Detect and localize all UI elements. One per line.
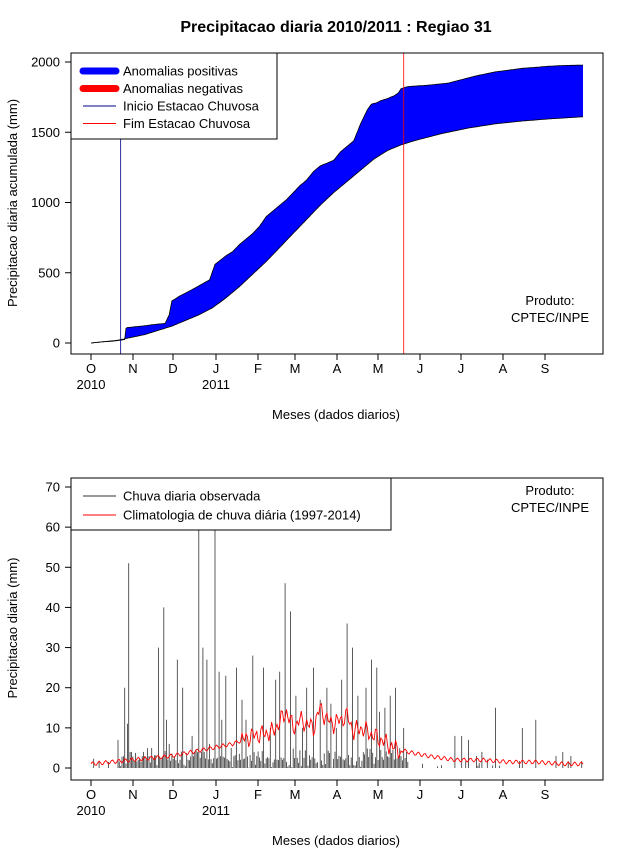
top-xtick-label: M	[290, 361, 301, 376]
bottom-y-axis: 0 10 20 30 40 50 60 70	[46, 480, 71, 776]
bottom-ytick-label: 60	[46, 520, 60, 535]
bottom-ytick-label: 50	[46, 560, 60, 575]
cumulative-anomaly-area	[91, 65, 583, 343]
bottom-xtick-label: M	[290, 787, 301, 802]
top-legend-label: Inicio Estacao Chuvosa	[123, 99, 260, 114]
bottom-xtick-label: S	[541, 787, 550, 802]
bottom-ytick-label: 10	[46, 720, 60, 735]
top-x-axis: O N D J F M A M J J A S 2010 2011	[77, 354, 550, 392]
top-xtick-label: A	[333, 361, 342, 376]
bottom-product-org: CPTEC/INPE	[511, 500, 589, 515]
top-ytick-label: 2000	[31, 55, 60, 70]
top-x-axis-label: Meses (dados diarios)	[272, 407, 400, 422]
top-ytick-label: 1500	[31, 125, 60, 140]
bottom-ytick-label: 20	[46, 680, 60, 695]
bottom-ytick-label: 70	[46, 480, 60, 495]
top-xtick-label: A	[499, 361, 508, 376]
top-xtick-label: F	[254, 361, 262, 376]
bottom-ytick-label: 40	[46, 600, 60, 615]
cumulative-lines	[90, 64, 584, 344]
bottom-x-axis: O N D J F M A M J J A S 2010 2011	[77, 780, 550, 818]
daily-rain-bars	[93, 527, 583, 768]
top-ytick-label: 1000	[31, 195, 60, 210]
top-ytick-label: 500	[38, 265, 60, 280]
bottom-legend-label: Climatologia de chuva diária (1997-2014)	[123, 508, 361, 523]
bottom-xtick-label: N	[128, 787, 137, 802]
bottom-xtick-label: O	[86, 787, 96, 802]
bottom-product-label: Produto:	[525, 483, 574, 498]
climatology-cumulative-line	[90, 116, 584, 344]
top-legend-label: Anomalias negativas	[123, 81, 243, 96]
top-xtick-label: S	[541, 361, 550, 376]
bottom-legend-label: Chuva diaria observada	[123, 489, 261, 504]
top-year-label: 2010	[77, 377, 106, 392]
bottom-xtick-label: J	[417, 787, 424, 802]
bottom-xtick-label: J	[213, 787, 220, 802]
bottom-xtick-label: J	[458, 787, 465, 802]
bottom-ytick-label: 30	[46, 640, 60, 655]
top-year-label: 2011	[202, 377, 230, 392]
chart-title: Precipitacao diaria 2010/2011 : Regiao 3…	[180, 19, 491, 36]
bottom-xtick-label: A	[499, 787, 508, 802]
bottom-xtick-label: A	[333, 787, 342, 802]
top-product-label: Produto:	[525, 293, 574, 308]
top-legend-label: Fim Estacao Chuvosa	[123, 116, 251, 131]
bottom-year-label: 2011	[202, 803, 230, 818]
observed-cumulative-line	[90, 64, 583, 344]
top-legend: Anomalias positivas Anomalias negativas In…	[70, 52, 278, 140]
climatology-line	[90, 702, 584, 767]
top-xtick-label: D	[168, 361, 177, 376]
bottom-x-axis-label: Meses (dados diarios)	[272, 833, 400, 848]
bottom-legend: Chuva diaria observada Climatologia de ch…	[70, 477, 392, 531]
bottom-xtick-label: M	[373, 787, 384, 802]
top-xtick-label: J	[213, 361, 220, 376]
bottom-year-label: 2010	[77, 803, 106, 818]
top-xtick-label: J	[458, 361, 465, 376]
top-y-axis: 0 500 1000 1500 2000	[31, 55, 71, 351]
bottom-xtick-label: F	[254, 787, 262, 802]
top-ytick-label: 0	[53, 336, 60, 351]
top-xtick-label: J	[417, 361, 424, 376]
bottom-xtick-label: D	[168, 787, 177, 802]
top-xtick-label: N	[128, 361, 137, 376]
top-legend-label: Anomalias positivas	[123, 64, 238, 79]
top-xtick-label: O	[86, 361, 96, 376]
top-y-axis-label: Precipitacao diaria acumulada (mm)	[5, 99, 20, 307]
top-product-org: CPTEC/INPE	[511, 310, 589, 325]
bottom-y-axis-label: Precipitacao diaria (mm)	[5, 558, 20, 699]
top-xtick-label: M	[373, 361, 384, 376]
bottom-ytick-label: 0	[53, 761, 60, 776]
positive-anomaly-area	[91, 65, 583, 343]
